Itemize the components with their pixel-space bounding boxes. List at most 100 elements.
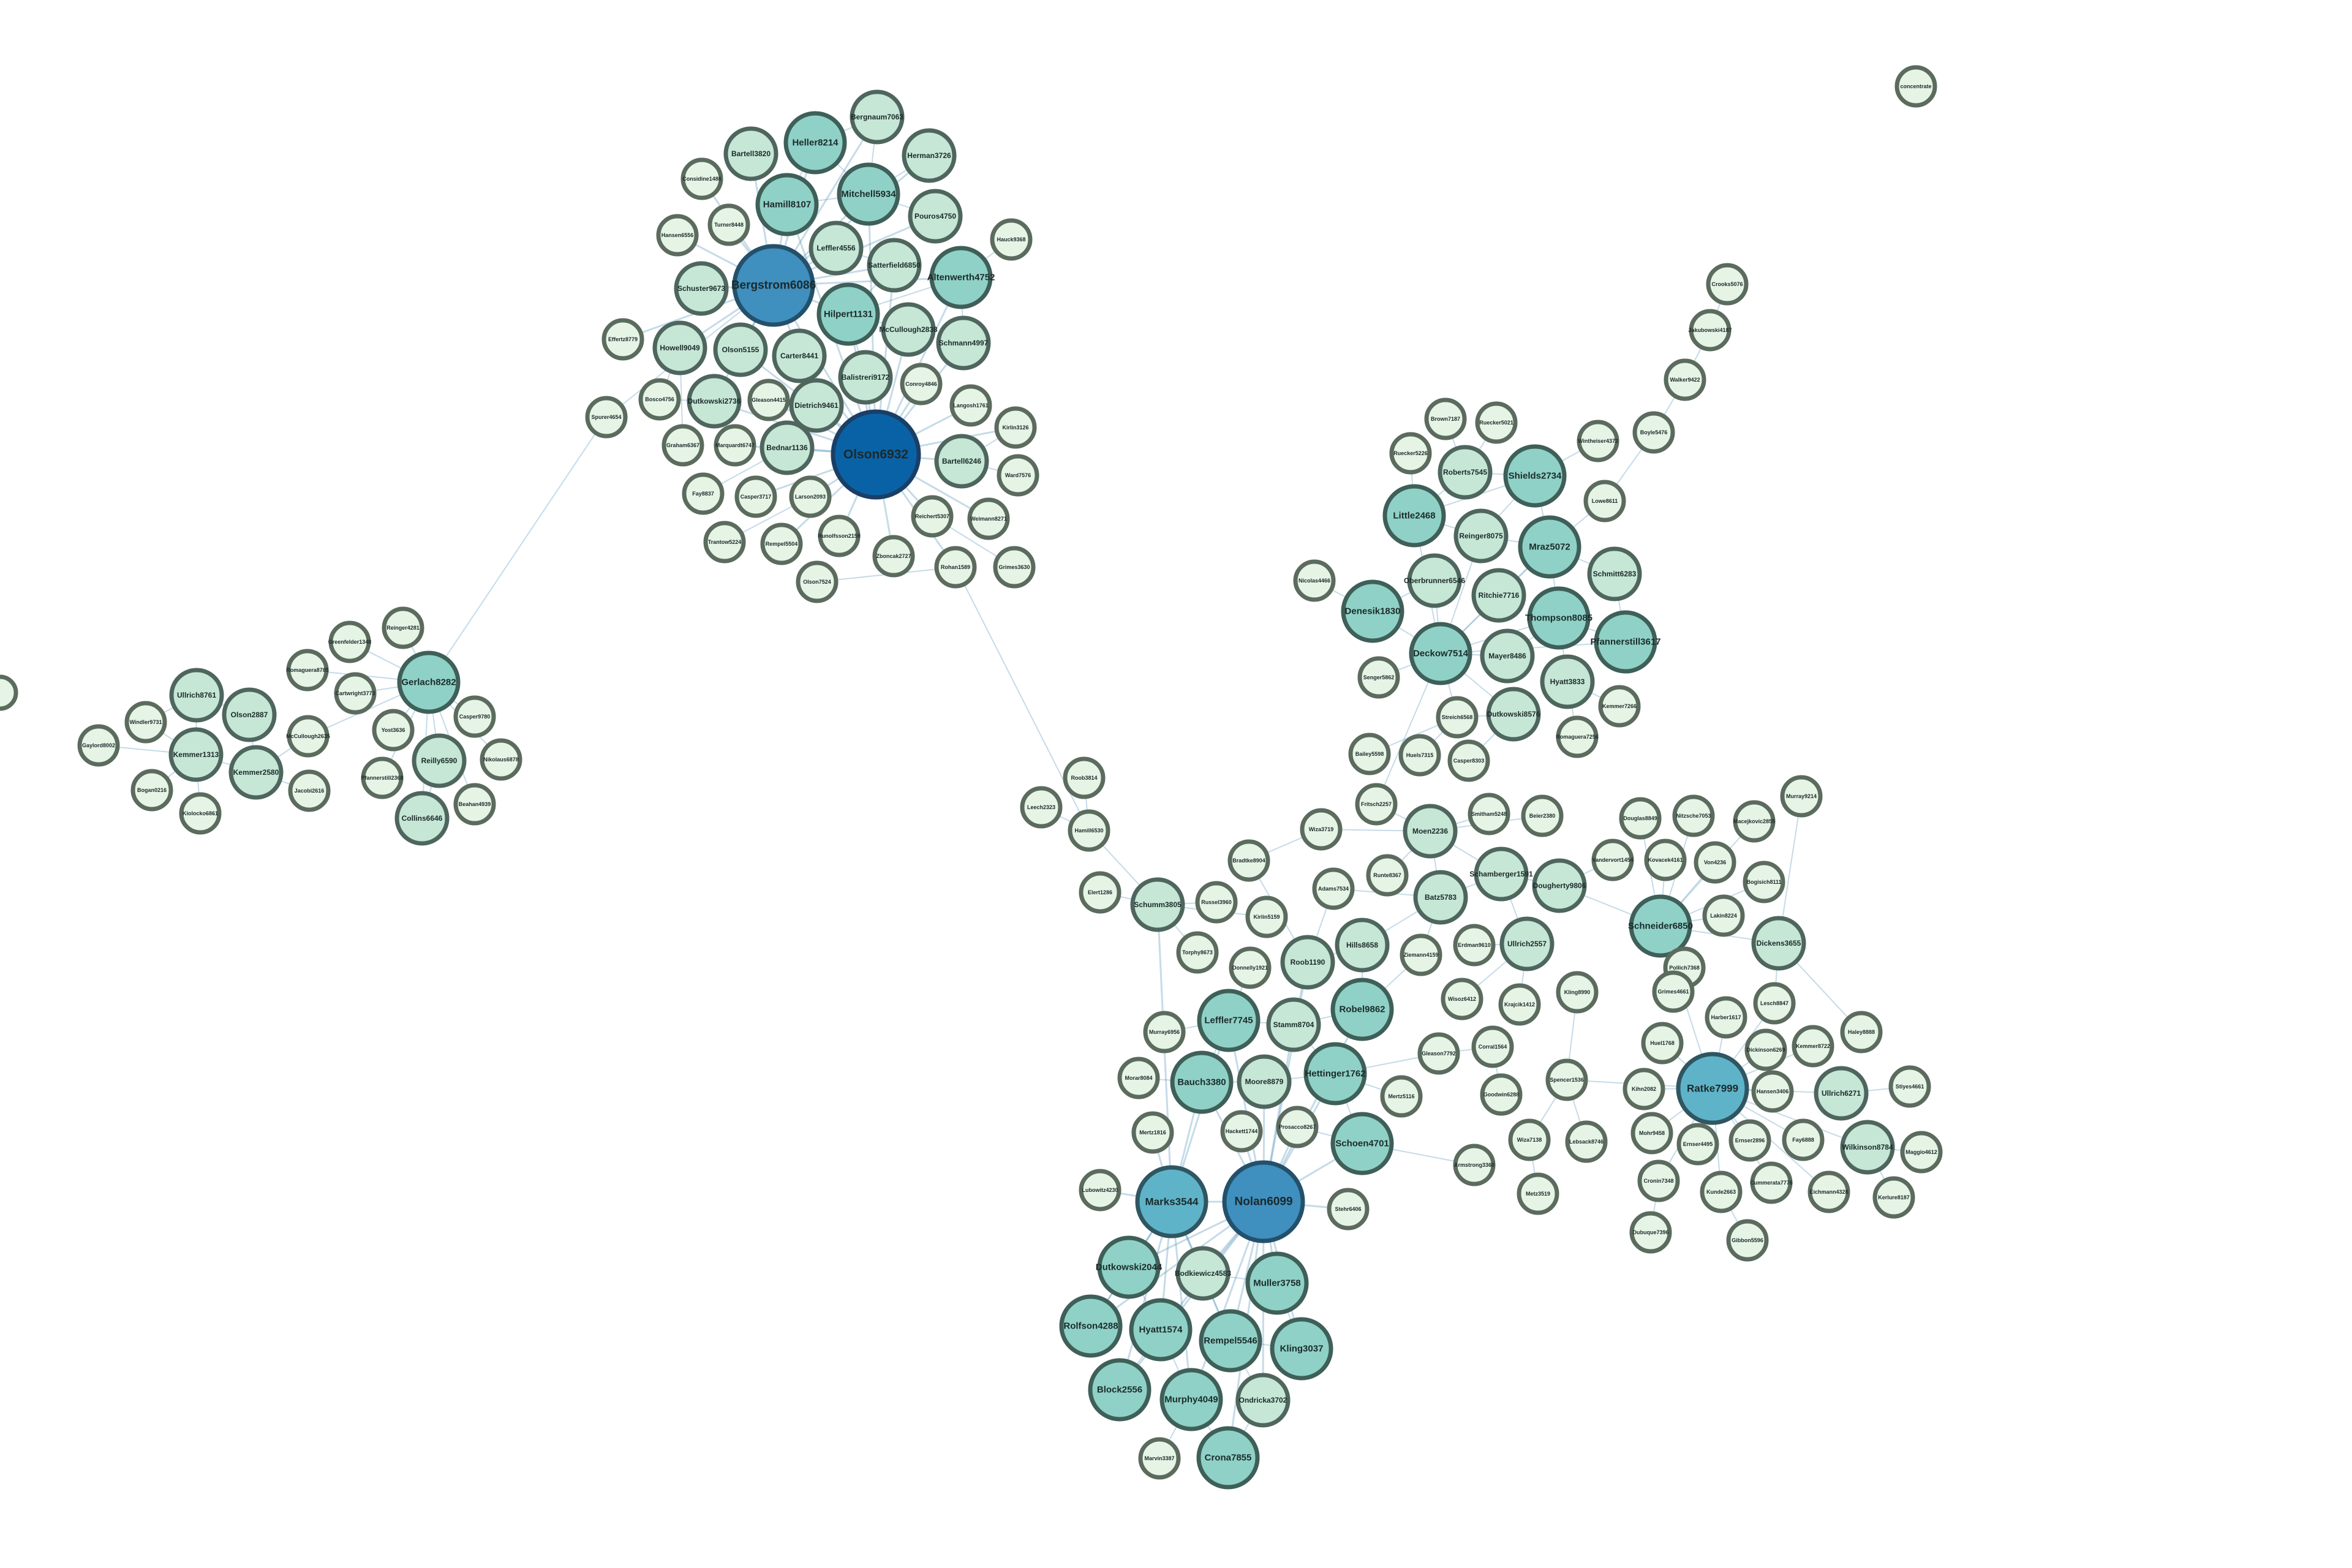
node-kunde2663[interactable]: Kunde2663 (1700, 1170, 1743, 1213)
node-schumm3805[interactable]: Schumm3805 (1130, 877, 1185, 932)
node-cartwright3773[interactable]: Cartwright3773 (334, 672, 377, 715)
node-considine1486[interactable]: Considine1486 (680, 157, 723, 200)
node-deckow7514[interactable]: Deckow7514 (1409, 622, 1472, 685)
node-fay6888[interactable]: Fay6888 (1782, 1118, 1825, 1161)
node-olson5155[interactable]: Olson5155 (713, 322, 768, 377)
node-ondricka3702[interactable]: Ondricka3702 (1235, 1373, 1291, 1428)
node-altenwerth4752[interactable]: Altenwerth4752 (927, 246, 995, 309)
node-erdman9610[interactable]: Erdman9610 (1453, 924, 1496, 967)
node-kerlure8187[interactable]: Kerlure8187 (1872, 1176, 1915, 1219)
node-dickens3655[interactable]: Dickens3655 (1751, 916, 1806, 971)
node-ullrich8761[interactable]: Ullrich8761 (169, 668, 224, 723)
node-metz3519[interactable]: Metz3519 (1517, 1172, 1559, 1215)
node-corral1564[interactable]: Corral1564 (1471, 1025, 1514, 1068)
node-ernser2896[interactable]: Ernser2896 (1728, 1119, 1771, 1162)
node-cummerata7776[interactable]: Cummerata7776 (1750, 1161, 1793, 1204)
node-bartell3820[interactable]: Bartell3820 (723, 126, 778, 181)
node-hilpert1131[interactable]: Hilpert1131 (816, 282, 880, 346)
node-wiza3719[interactable]: Wiza3719 (1300, 808, 1343, 851)
node-howell9049[interactable]: Howell9049 (652, 320, 707, 375)
node-mccullough2635[interactable]: McCullough2635 (286, 715, 330, 758)
node-kirlin3126[interactable]: Kirlin3126 (994, 406, 1037, 449)
node-murray9214[interactable]: Murray9214 (1780, 775, 1823, 818)
node-harber1617[interactable]: Harber1617 (1705, 996, 1747, 1039)
node-dutkowski8576[interactable]: Dutkowski8576 (1486, 687, 1541, 742)
node-donnelly1921[interactable]: Donnelly1921 (1229, 946, 1272, 989)
node-reinger4281[interactable]: Reinger4281 (382, 606, 424, 649)
node-denesik1830[interactable]: Denesik1830 (1341, 579, 1404, 643)
node-hamill6530[interactable]: Hamill6530 (1068, 809, 1110, 852)
node-reinger8075[interactable]: Reinger8075 (1453, 508, 1509, 564)
node-nikolaus6878[interactable]: Nikolaus6878 (480, 738, 522, 781)
node-mayer8486[interactable]: Mayer8486 (1480, 628, 1535, 684)
node-ruecker5021[interactable]: Ruecker5021 (1475, 401, 1518, 444)
node-kemmer8722[interactable]: Kemmer8722 (1792, 1025, 1834, 1068)
node-casper3717[interactable]: Casper3717 (734, 475, 777, 518)
node-hansen6556[interactable]: Hansen6556 (656, 214, 699, 257)
node-langosh1761[interactable]: Langosh1761 (949, 384, 992, 427)
node-gaylord8002[interactable]: Gaylord8002 (77, 724, 120, 767)
node-ziemann4159[interactable]: Ziemann4159 (1400, 933, 1442, 976)
node-kling8990[interactable]: Kling8990 (1556, 971, 1599, 1014)
node-turner8448[interactable]: Turner8448 (707, 203, 750, 246)
node-moen2236[interactable]: Moen2236 (1403, 804, 1458, 859)
node-hamill8107[interactable]: Hamill8107 (755, 173, 819, 236)
node-douglas8849[interactable]: Douglas8849 (1619, 797, 1662, 840)
node-runte8367[interactable]: Runte8367 (1366, 854, 1409, 897)
node-hyatt3833[interactable]: Hyatt3833 (1540, 654, 1595, 709)
node-hyatt1574[interactable]: Hyatt1574 (1129, 1298, 1193, 1362)
node-rempel5546[interactable]: Rempel5546 (1199, 1309, 1262, 1373)
node-mertz1816[interactable]: Mertz1816 (1131, 1111, 1174, 1154)
node-crooks5076[interactable]: Crooks5076 (1706, 263, 1749, 306)
node-kirlin5159[interactable]: Kirlin5159 (1245, 895, 1288, 938)
node-bradtke8904[interactable]: Bradtke8904 (1227, 839, 1270, 882)
node-leffler7745[interactable]: Leffler7745 (1197, 989, 1261, 1052)
node-brown7187[interactable]: Brown7187 (1424, 398, 1467, 440)
node-bosco4756[interactable]: Bosco4756 (638, 378, 681, 421)
node-eichmann4328[interactable]: Eichmann4328 (1807, 1170, 1850, 1213)
node-pouros4750[interactable]: Pouros4750 (908, 189, 963, 244)
node-wisoz6412[interactable]: Wisoz6412 (1441, 978, 1483, 1020)
node-adams7534[interactable]: Adams7534 (1312, 867, 1355, 910)
node-lakin8224[interactable]: Lakin8224 (1702, 894, 1745, 937)
node-collins6646[interactable]: Collins6646 (394, 791, 450, 846)
node-nolan6099[interactable]: Nolan6099 (1222, 1160, 1305, 1243)
node-olson2887[interactable]: Olson2887 (222, 687, 277, 742)
node-batz5783[interactable]: Batz5783 (1413, 870, 1468, 925)
node-vandervort1454[interactable]: Vandervort1454 (1591, 839, 1634, 881)
node-ward7576[interactable]: Ward7576 (997, 454, 1039, 497)
node-gleason7792[interactable]: Gleason7792 (1417, 1032, 1460, 1075)
node-herman3726[interactable]: Herman3726 (902, 128, 957, 183)
node-smitham5248[interactable]: Smitham5248 (1468, 793, 1510, 835)
node-little2468[interactable]: Little2468 (1382, 484, 1446, 548)
node-graham6367[interactable]: Graham6367 (662, 424, 704, 467)
node-hettinger1762[interactable]: Hettinger1762 (1303, 1042, 1367, 1106)
node-macejkovic2855[interactable]: Macejkovic2855 (1733, 800, 1776, 843)
node-krajcik1412[interactable]: Krajcik1412 (1498, 983, 1541, 1026)
node-armstrong3360[interactable]: Armstrong3360 (1453, 1144, 1496, 1186)
node-lebsack8746[interactable]: Lebsack8746 (1565, 1120, 1608, 1163)
node-dutkowski2044[interactable]: Dutkowski2044 (1096, 1235, 1163, 1299)
node-oberbrunner6546[interactable]: Oberbrunner6546 (1404, 553, 1465, 608)
node-olson7524[interactable]: Olson7524 (796, 560, 839, 603)
node-mccullough2838[interactable]: McCullough2838 (879, 302, 938, 357)
node-kiolocko6861[interactable]: Kiolocko6861 (179, 792, 222, 835)
node-maggio4612[interactable]: Maggio4612 (1900, 1131, 1943, 1174)
node-schoen4701[interactable]: Schoen4701 (1330, 1112, 1394, 1175)
node-casper8303[interactable]: Casper8303 (1447, 739, 1490, 782)
node-pfannerstill3617[interactable]: Pfannerstill3617 (1590, 610, 1661, 674)
node-bailey5598[interactable]: Bailey5598 (1348, 733, 1391, 775)
node-kling3037[interactable]: Kling3037 (1270, 1317, 1333, 1381)
node-ullrich6271[interactable]: Ullrich6271 (1814, 1066, 1869, 1121)
node-roob1190[interactable]: Roob1190 (1280, 935, 1335, 990)
node-senger5862[interactable]: Senger5862 (1357, 656, 1400, 699)
node-conroy4846[interactable]: Conroy4846 (900, 363, 943, 405)
node-satterfield6850[interactable]: Satterfield6850 (867, 238, 922, 293)
node-effertz8779[interactable]: Effertz8779 (601, 318, 644, 361)
node-weimann8271[interactable]: Weimann8271 (967, 497, 1010, 540)
node-casper9780[interactable]: Casper9780 (453, 695, 496, 738)
node-stiyes4661[interactable]: Stiyes4661 (1888, 1065, 1931, 1108)
node-kemmer2580[interactable]: Kemmer2580 (228, 745, 284, 800)
node-rohan1589[interactable]: Rohan1589 (934, 546, 977, 589)
